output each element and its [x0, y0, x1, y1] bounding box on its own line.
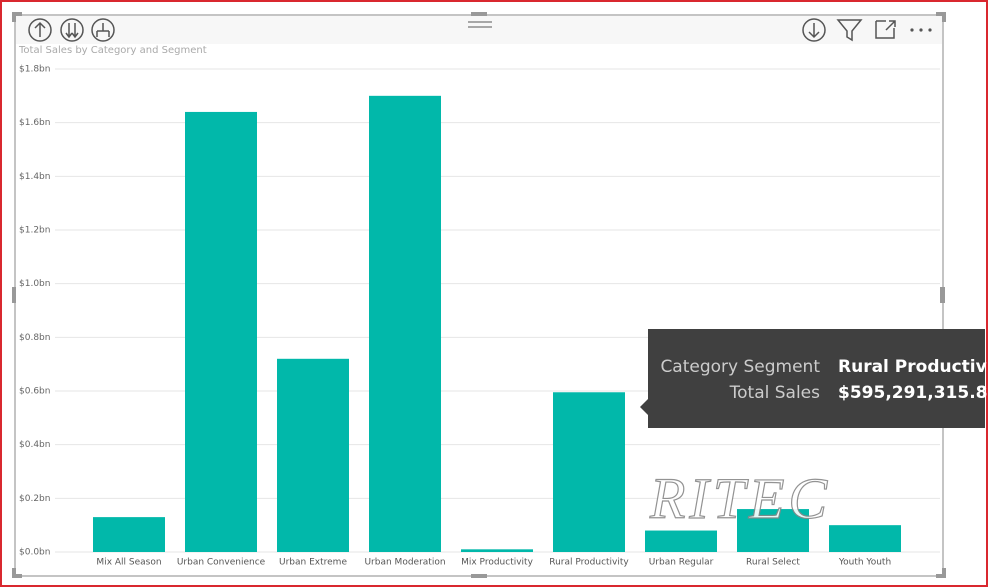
watermark: RITEC	[649, 466, 831, 531]
x-tick-label: Urban Extreme	[279, 558, 347, 568]
bar	[645, 530, 717, 552]
x-tick-label: Urban Convenience	[177, 558, 266, 568]
header-bar	[16, 16, 942, 44]
filter[interactable]	[836, 19, 863, 42]
drill-up[interactable]	[28, 18, 52, 42]
bar	[553, 392, 625, 552]
x-tick-label: Youth Youth	[838, 558, 891, 568]
y-tick-label: $1.4bn	[19, 172, 50, 182]
resize-handles	[12, 12, 946, 578]
bar	[185, 111, 257, 552]
drag-handle[interactable]	[468, 21, 492, 28]
y-tick-label: $1.2bn	[19, 226, 50, 236]
x-tick-label: Urban Regular	[649, 558, 714, 568]
tooltip-label: Category Segment	[660, 357, 820, 377]
y-tick-label: $0.2bn	[19, 494, 50, 504]
y-tick-label: $1.6bn	[19, 118, 50, 128]
drill-mode[interactable]	[802, 18, 826, 42]
chart-title: Total Sales by Category and Segment	[18, 45, 207, 56]
y-tick-label: $0.0bn	[19, 548, 50, 558]
bar	[93, 517, 165, 552]
tooltip-value: $595,291,315.80	[838, 383, 988, 403]
x-tick-label: Mix Productivity	[461, 558, 533, 568]
x-tick-label: Rural Select	[746, 558, 800, 568]
tooltip-value: Rural Productivity	[838, 357, 988, 377]
tooltip-label: Total Sales	[729, 383, 820, 403]
drill-down[interactable]	[60, 18, 84, 42]
expand-hierarchy[interactable]	[91, 18, 115, 42]
x-tick-label: Urban Moderation	[364, 558, 445, 568]
y-tick-label: $0.6bn	[19, 387, 50, 397]
y-tick-label: $0.4bn	[19, 440, 50, 450]
focus-mode[interactable]	[875, 20, 896, 39]
tooltip-box	[640, 329, 985, 428]
bar	[277, 358, 349, 552]
x-tick-label: Mix All Season	[96, 558, 161, 568]
bar	[461, 549, 533, 552]
x-tick-label: Rural Productivity	[549, 558, 629, 568]
bar	[369, 95, 441, 552]
y-tick-label: $1.0bn	[19, 279, 50, 289]
more-options[interactable]	[910, 28, 932, 32]
bar	[829, 525, 901, 552]
y-tick-label: $0.8bn	[19, 333, 50, 343]
y-tick-label: $1.8bn	[19, 65, 50, 75]
bar	[737, 509, 809, 552]
